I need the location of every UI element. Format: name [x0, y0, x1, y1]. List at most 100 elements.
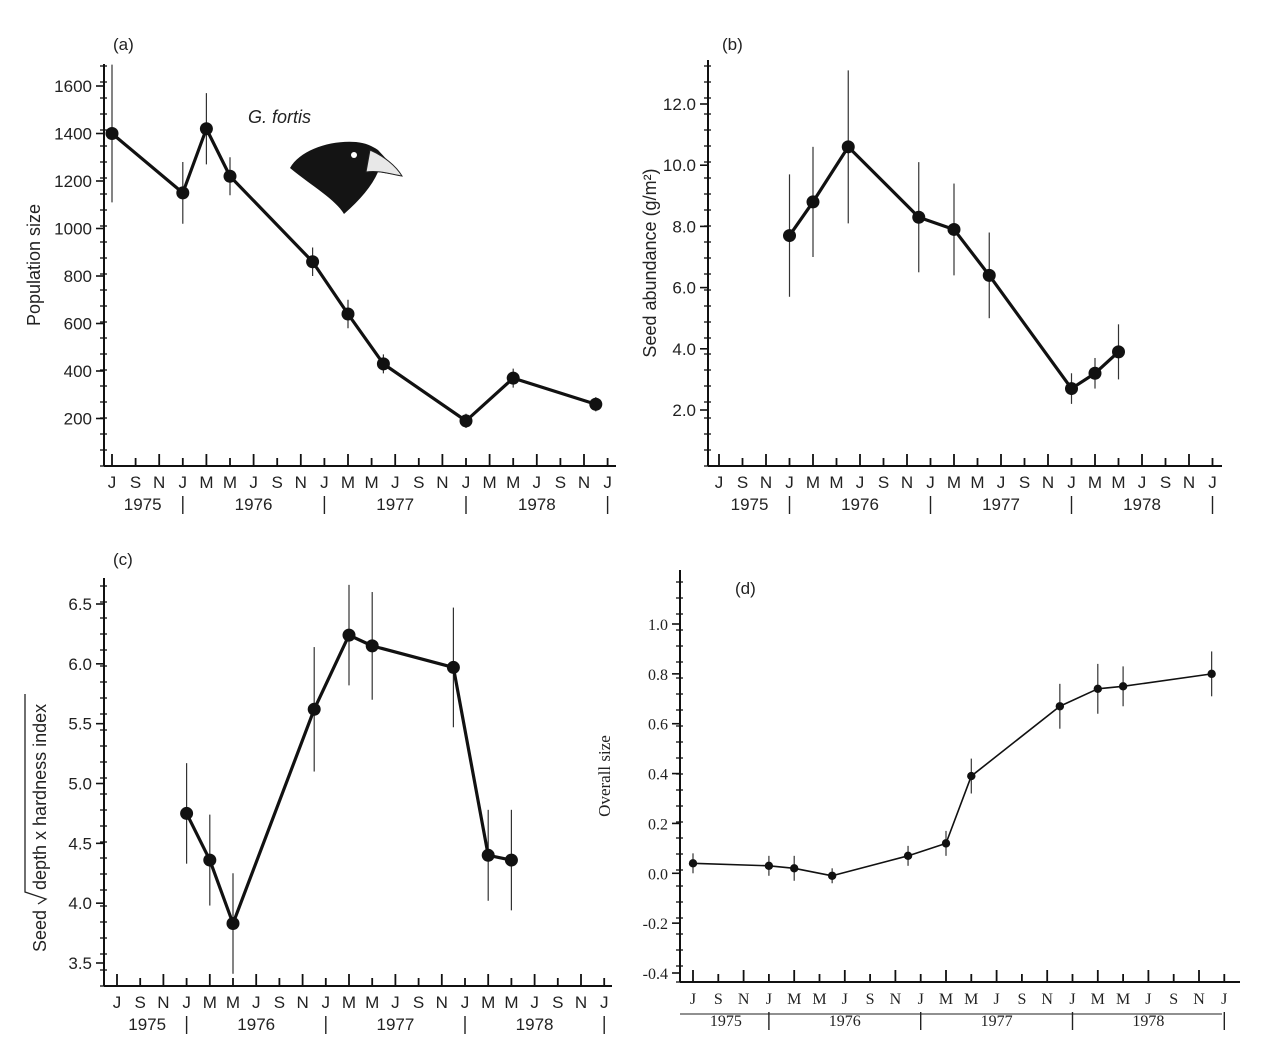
x-tick-label: S [714, 991, 723, 1008]
data-point [342, 628, 356, 642]
x-tick-label: M [203, 993, 217, 1012]
data-point [903, 851, 913, 861]
x-tick-label: N [1193, 991, 1205, 1008]
data-point [446, 660, 460, 674]
x-tick-label: M [341, 473, 355, 492]
x-tick-label: J [252, 993, 261, 1012]
x-tick-label: M [787, 991, 801, 1008]
panel-label: (b) [722, 35, 743, 54]
year-label: 1977 [982, 495, 1020, 514]
y-tick-label: 400 [64, 362, 92, 381]
finch-head-icon [290, 141, 403, 214]
y-tick-label: 2.0 [672, 401, 696, 420]
y-tick-label: -0.4 [643, 966, 668, 983]
x-tick-label: M [504, 993, 518, 1012]
x-tick-label: J [842, 991, 848, 1008]
x-tick-label: J [856, 473, 865, 492]
x-tick-label: J [108, 473, 117, 492]
x-tick-label: M [365, 473, 379, 492]
x-tick-label: N [436, 993, 448, 1012]
y-tick-label: 6.0 [68, 655, 92, 674]
data-point [1112, 345, 1125, 359]
x-tick-label: J [715, 473, 724, 492]
x-tick-label: M [970, 473, 984, 492]
y-tick-label: 5.0 [68, 775, 92, 794]
x-tick-label: M [1088, 473, 1102, 492]
x-tick-label: J [926, 473, 935, 492]
x-tick-label: M [483, 473, 497, 492]
y-tick-label: 0.2 [648, 816, 668, 833]
y-axis-label: Overall size [595, 735, 614, 817]
x-tick-label: M [806, 473, 820, 492]
x-tick-label: N [1042, 473, 1054, 492]
panel-label: (c) [113, 550, 133, 569]
y-tick-label: 1400 [54, 125, 92, 144]
data-point [180, 806, 194, 820]
x-tick-label: S [272, 473, 283, 492]
data-point [806, 195, 820, 209]
x-tick-label: M [223, 473, 237, 492]
y-tick-label: 8.0 [672, 217, 696, 236]
x-tick-label: N [901, 473, 913, 492]
x-tick-label: J [918, 991, 924, 1008]
x-tick-label: M [342, 993, 356, 1012]
data-point [1055, 702, 1065, 711]
y-tick-label: 0.0 [648, 866, 668, 883]
x-tick-label: M [506, 473, 520, 492]
finch-eye [351, 152, 357, 158]
finch-head-shape [290, 141, 402, 214]
y-tick-label: 10.0 [663, 156, 696, 175]
x-tick-label: J [533, 473, 542, 492]
year-label: 1978 [518, 495, 556, 514]
y-tick-label: 200 [64, 410, 92, 429]
y-tick-label: -0.2 [643, 916, 668, 933]
x-tick-label: S [737, 473, 748, 492]
x-tick-label: S [130, 473, 141, 492]
x-tick-label: M [226, 993, 240, 1012]
x-tick-label: J [182, 993, 191, 1012]
x-tick-label: J [391, 473, 400, 492]
y-tick-label: 1200 [54, 172, 92, 191]
y-tick-label: 0.4 [648, 767, 668, 784]
x-tick-label: M [481, 993, 495, 1012]
data-point [589, 397, 603, 411]
y-tick-label: 12.0 [663, 95, 696, 114]
x-tick-label: M [812, 991, 826, 1008]
x-tick-label: S [274, 993, 285, 1012]
x-tick-label: N [153, 473, 165, 492]
x-tick-label: N [296, 993, 308, 1012]
data-point [376, 357, 390, 371]
x-tick-label: S [555, 473, 566, 492]
y-axis-label: Seed depth x hardness index [24, 694, 50, 952]
data-point [199, 122, 213, 136]
panel-label: (d) [735, 579, 756, 598]
x-tick-label: M [964, 991, 978, 1008]
year-label: 1977 [981, 1013, 1013, 1030]
series-line [110, 127, 597, 423]
data-point [912, 210, 926, 224]
data-point [306, 255, 320, 269]
x-tick-label: J [1067, 473, 1076, 492]
x-tick-label: M [365, 993, 379, 1012]
y-tick-label: 0.8 [648, 667, 668, 684]
x-tick-label: M [829, 473, 843, 492]
year-label: 1975 [128, 1015, 166, 1034]
data-point [783, 229, 796, 243]
data-point [947, 222, 961, 236]
y-tick-label: 4.0 [672, 340, 696, 359]
year-label: 1976 [829, 1013, 861, 1030]
x-tick-label: M [1091, 991, 1105, 1008]
data-point [1118, 682, 1128, 691]
x-tick-label: N [738, 991, 750, 1008]
y-tick-label: 1600 [54, 77, 92, 96]
sqrt-sign-icon [24, 694, 48, 905]
x-tick-label: N [890, 991, 902, 1008]
data-point [1065, 382, 1078, 396]
x-tick-label: J [249, 473, 258, 492]
y-tick-label: 4.0 [68, 894, 92, 913]
x-tick-label: M [939, 991, 953, 1008]
y-axis-label: Population size [24, 204, 44, 326]
series-line [692, 673, 1212, 877]
